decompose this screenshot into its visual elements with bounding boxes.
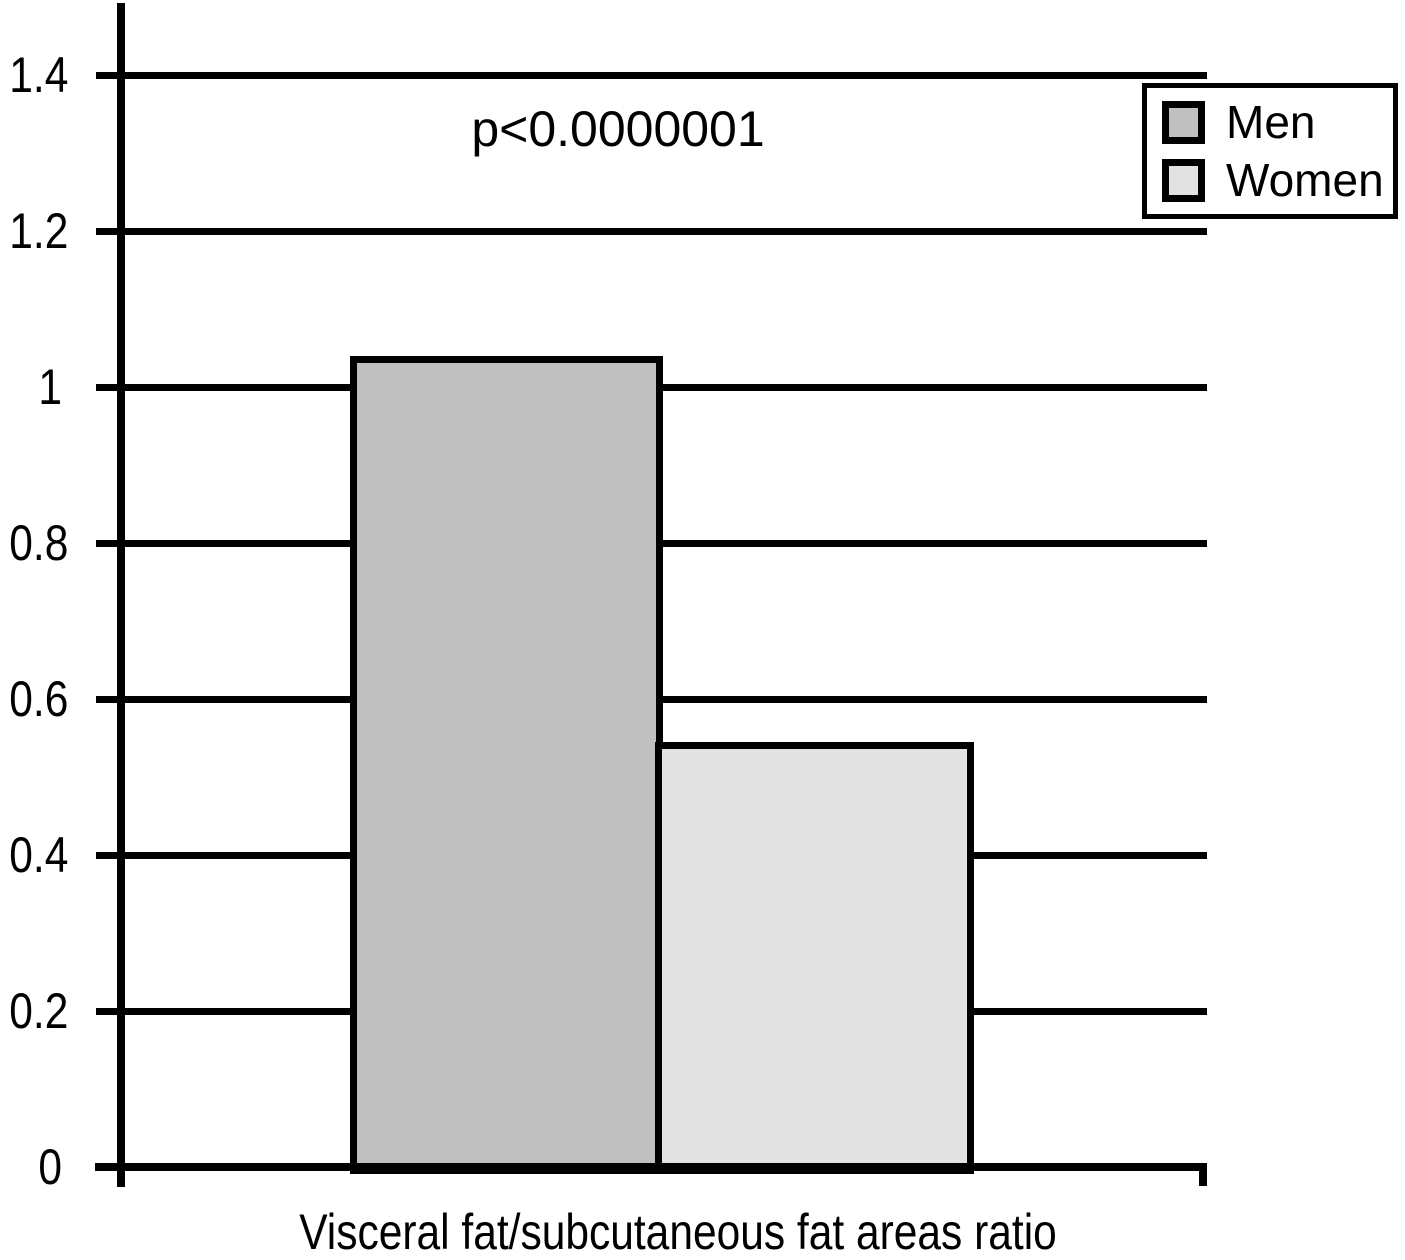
p-value-annotation: p<0.0000001	[471, 101, 765, 157]
legend-item-men: Men	[1162, 98, 1393, 146]
y-tick-label-0.6: 0.6	[9, 671, 69, 727]
legend-item-women: Women	[1162, 156, 1393, 204]
legend-label-men: Men	[1226, 96, 1316, 148]
bar-women	[655, 742, 974, 1174]
y-tick-label-0: 0	[38, 1139, 62, 1195]
x-axis-end-tick	[1199, 1163, 1207, 1186]
x-axis-line	[95, 1163, 1207, 1171]
y-tick-label-1.4: 1.4	[9, 47, 69, 103]
y-tick-label-0.8: 0.8	[9, 515, 69, 571]
legend: Men Women	[1142, 83, 1398, 219]
x-axis-label: Visceral fat/subcutaneous fat areas rati…	[299, 1204, 1057, 1260]
legend-swatch-women	[1162, 158, 1205, 202]
legend-swatch-men	[1162, 100, 1205, 144]
y-tick-label-1.2: 1.2	[9, 203, 69, 259]
y-tick-label-1: 1	[38, 359, 62, 415]
legend-label-women: Women	[1226, 154, 1384, 206]
y-tick-label-0.2: 0.2	[9, 983, 69, 1039]
y-tick-label-0.4: 0.4	[9, 827, 69, 883]
gridline-1.4	[96, 72, 1207, 79]
y-axis-line	[117, 3, 125, 1187]
gridline-1.2	[96, 228, 1207, 235]
bar-men	[350, 356, 663, 1174]
